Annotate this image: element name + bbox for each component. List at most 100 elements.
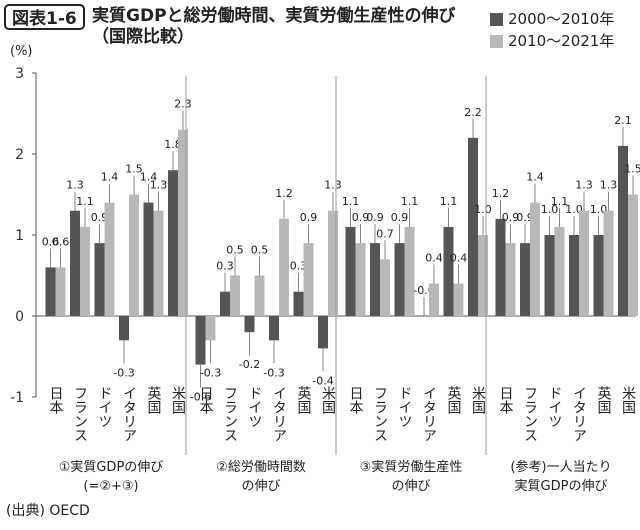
bar-series2	[254, 275, 265, 316]
data-label: 0.4	[450, 252, 468, 265]
panel-label-line1: ②総労働時間数	[216, 460, 306, 475]
bar-series1	[244, 316, 255, 333]
data-label: 1.2	[492, 187, 510, 200]
bar-series2	[530, 202, 540, 316]
legend-label-series1: 2000〜2010年	[508, 10, 615, 28]
x-category-label: 英国	[146, 385, 162, 414]
x-category-label: フランス	[222, 386, 238, 442]
bar-series1	[593, 235, 604, 316]
data-label: -0.3	[200, 366, 221, 379]
panel-label-line2: 実質GDPの伸び	[515, 478, 608, 494]
bar-series2	[429, 283, 439, 316]
data-label: 0.9	[502, 211, 520, 224]
data-label: 0.9	[352, 211, 370, 224]
data-label: -0.4	[312, 374, 333, 387]
data-label: 0.9	[91, 211, 109, 224]
x-category-label: フランス	[372, 386, 388, 442]
data-label: 1.1	[76, 195, 94, 208]
panel-label-line2: (=②+③)	[83, 479, 138, 494]
bar-series2	[603, 210, 614, 316]
bar-series2	[505, 243, 516, 316]
data-label: 0.9	[300, 211, 318, 224]
legend-label-series2: 2010〜2021年	[508, 32, 615, 50]
bar-series1	[269, 316, 279, 341]
bar-series1	[345, 226, 356, 316]
data-label: 1.3	[324, 179, 342, 192]
x-category-label: フランス	[522, 386, 538, 442]
bar-series2	[205, 316, 216, 341]
bar-series2	[404, 226, 415, 316]
y-tick-label: 1	[15, 228, 24, 244]
data-label: 0.5	[226, 244, 244, 257]
bar-series2	[628, 194, 638, 316]
x-category-label: イタリア	[271, 386, 287, 442]
bar-series1	[94, 243, 105, 316]
x-category-label: ドイツ	[547, 386, 563, 428]
x-category-label: 日本	[198, 386, 214, 414]
bar-series1	[443, 226, 454, 316]
bar-series1	[495, 218, 506, 316]
bar-series1	[195, 316, 206, 365]
data-label: 1.5	[125, 163, 143, 176]
y-tick-label: 2	[15, 147, 24, 163]
chart-title: 実質GDPと総労働時間、実質労働生産性の伸び （国際比較）	[92, 6, 456, 48]
data-label: 1.0	[474, 203, 492, 216]
x-category-label: フランス	[72, 386, 88, 442]
bar-series1	[569, 235, 579, 316]
x-category-label: 米国	[170, 386, 186, 414]
data-label: 1.0	[590, 203, 608, 216]
data-label: 1.3	[575, 179, 593, 192]
x-category-label: 日本	[498, 386, 514, 414]
x-category-label: ドイツ	[247, 386, 263, 428]
bar-series2	[380, 259, 390, 316]
bar-series1	[618, 145, 628, 316]
bar-series1	[220, 291, 230, 316]
data-label: 0.3	[290, 260, 308, 273]
bar-series2	[579, 210, 589, 316]
bar-series2	[453, 283, 464, 316]
bar-series2	[55, 267, 66, 316]
chart-title-line2: （国際比較）	[92, 27, 194, 47]
x-category-label: 米国	[320, 386, 336, 414]
panel-label-line1: (参考)一人当たり	[510, 459, 611, 475]
bar-series2	[80, 226, 90, 316]
bar-series1	[394, 243, 405, 316]
x-category-label: 英国	[446, 385, 462, 414]
bar-series2	[178, 129, 188, 316]
data-label: 0.7	[376, 227, 394, 240]
legend-item-series1: 2000〜2010年	[490, 8, 614, 30]
y-tick-label: -1	[10, 390, 24, 406]
legend-item-series2: 2010〜2021年	[490, 30, 614, 52]
data-label: 1.1	[342, 195, 360, 208]
data-label: 0.5	[251, 244, 269, 257]
data-label: 1.4	[140, 171, 158, 184]
data-label: 1.3	[66, 179, 84, 192]
bar-series1	[544, 235, 555, 316]
panel-label-line2: の伸び	[241, 479, 280, 494]
data-label: 0.9	[391, 211, 409, 224]
x-category-label: ドイツ	[397, 386, 413, 428]
panel-label-line2: の伸び	[391, 479, 430, 494]
bar-series2	[478, 235, 488, 316]
data-label: 2.1	[614, 114, 632, 127]
data-label: 0.3	[216, 260, 234, 273]
data-label: 1.4	[526, 171, 544, 184]
x-category-label: イタリア	[121, 386, 137, 442]
chart-title-line1: 実質GDPと総労働時間、実質労働生産性の伸び	[92, 6, 456, 26]
data-label: 1.1	[401, 195, 419, 208]
bar-series1	[119, 316, 129, 341]
x-category-label: イタリア	[421, 386, 437, 442]
data-label: 0.6	[42, 235, 60, 248]
bar-series2	[554, 226, 565, 316]
legend-swatch-series1	[490, 12, 503, 26]
y-tick-label: 3	[15, 66, 24, 82]
data-label: 1.1	[440, 195, 458, 208]
x-category-label: イタリア	[571, 386, 587, 442]
data-label: 1.5	[624, 163, 640, 176]
data-label: 1.2	[275, 187, 293, 200]
data-label: -0.2	[239, 358, 260, 371]
bar-series1	[143, 202, 154, 316]
data-label: 1.3	[150, 179, 168, 192]
panel-label-line1: ①実質GDPの伸び	[59, 459, 164, 475]
bar-series2	[328, 210, 338, 316]
